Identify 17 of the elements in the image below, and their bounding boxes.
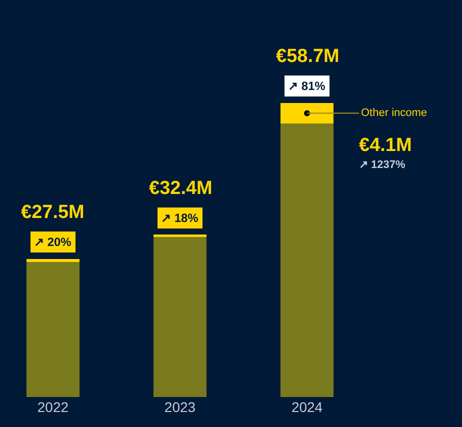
bar — [280, 123, 334, 397]
bar — [280, 102, 334, 124]
annotation: ↗ 20% — [34, 235, 72, 249]
x-tick-label: 2022 — [37, 399, 69, 415]
annotation: ↗ 1237% — [359, 159, 406, 171]
total-label: €32.4M — [149, 178, 212, 199]
annotation: ↗ 81% — [288, 79, 326, 93]
total-label: €58.7M — [276, 46, 340, 67]
annotation: ↗ 18% — [161, 211, 199, 225]
bar — [26, 262, 80, 397]
x-tick-label: 2023 — [164, 399, 196, 415]
text: Other income — [361, 107, 428, 119]
total-label: €27.5M — [21, 202, 84, 223]
data-label: €4.1M — [359, 135, 412, 156]
x-tick-label: 2024 — [291, 399, 323, 415]
bar — [26, 259, 80, 262]
bar — [153, 236, 207, 397]
